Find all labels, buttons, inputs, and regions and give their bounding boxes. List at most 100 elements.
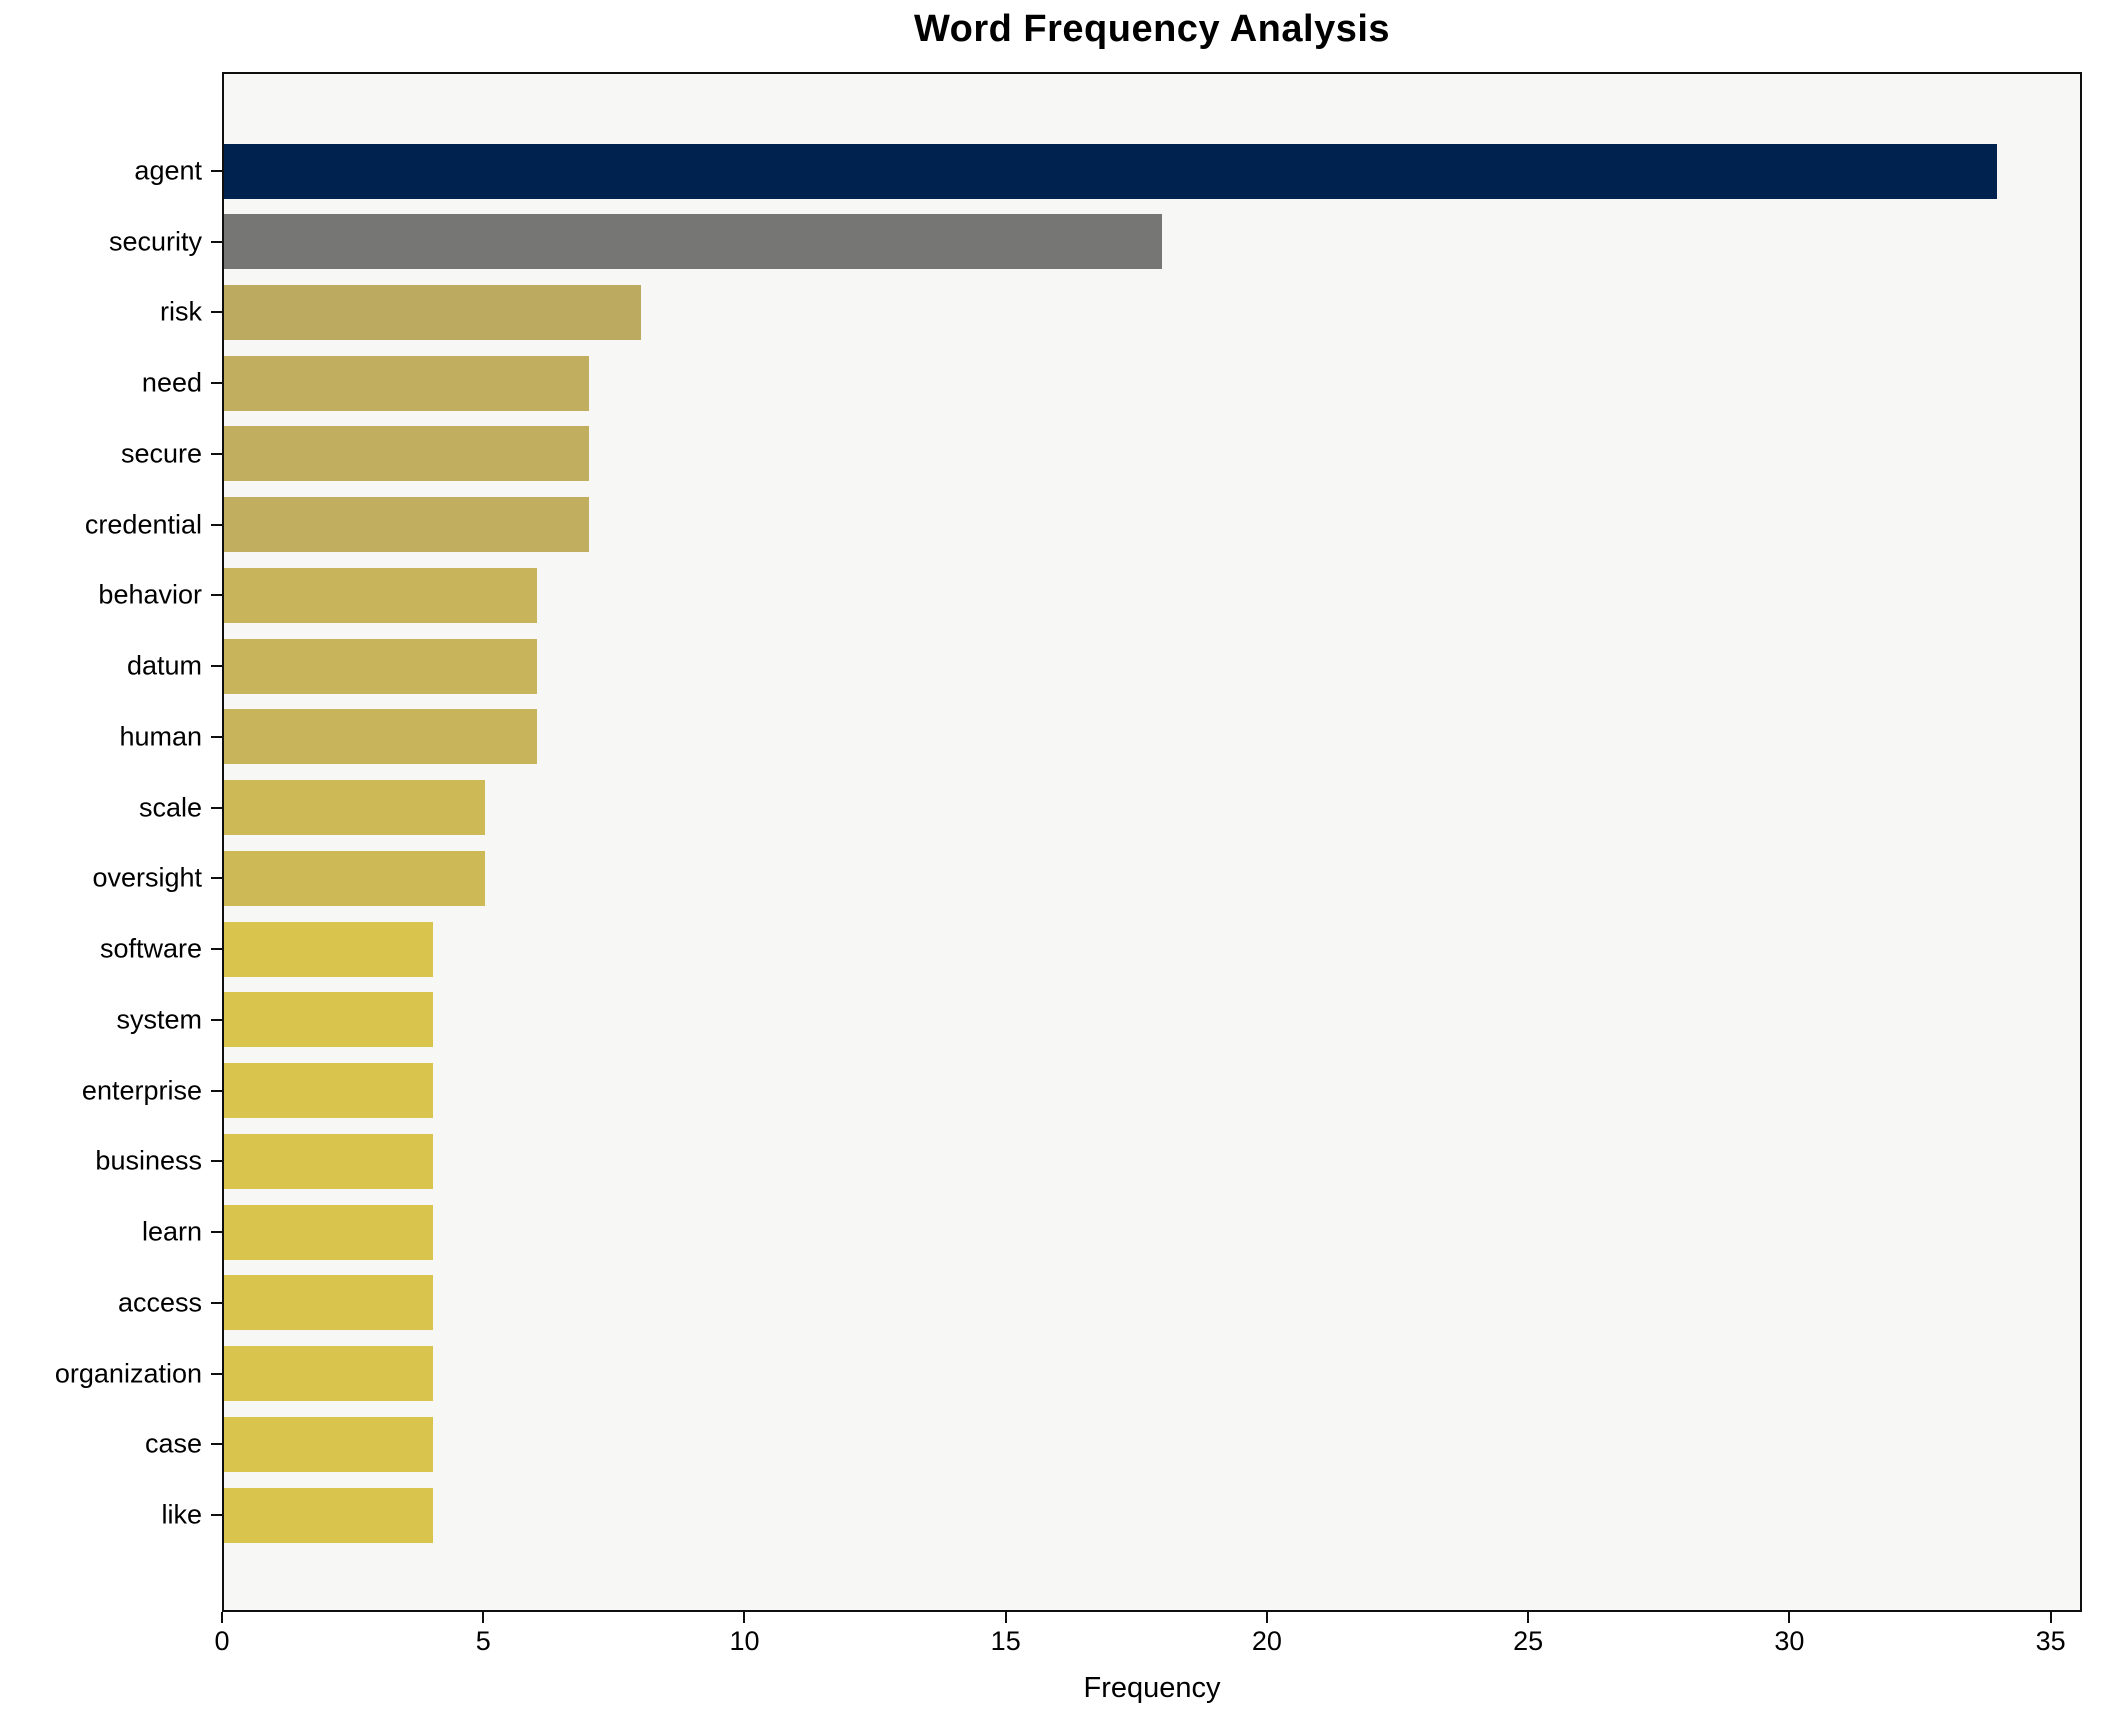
- bar-enterprise: [224, 1063, 433, 1119]
- y-tick-label: organization: [54, 1358, 202, 1389]
- bar-need: [224, 355, 589, 411]
- x-tick-mark: [221, 1612, 223, 1623]
- x-tick-label: 0: [214, 1626, 230, 1656]
- bar-row: enterprise: [82, 1063, 2080, 1119]
- x-tick-mark: [743, 1612, 746, 1623]
- bar-row: system: [116, 992, 2080, 1048]
- y-tick-mark: [211, 1160, 222, 1163]
- bar-software: [224, 921, 433, 977]
- bar-scale: [224, 780, 485, 836]
- y-tick-label: secure: [120, 438, 202, 469]
- bar-business: [224, 1133, 433, 1189]
- y-tick-mark: [211, 170, 222, 172]
- bar-row: like: [161, 1487, 2080, 1543]
- bar-row: behavior: [98, 567, 2080, 623]
- bar-row: security: [109, 214, 2080, 270]
- y-tick-label: learn: [141, 1216, 202, 1247]
- bar-system: [224, 992, 433, 1048]
- y-tick-mark: [211, 452, 222, 455]
- bar-credential: [224, 497, 589, 553]
- plot-area: agent security risk need secure credential beh…: [55, 72, 2082, 1612]
- x-tick-label: 25: [1513, 1626, 1544, 1656]
- y-tick-label: like: [161, 1499, 202, 1530]
- x-tick-label: 10: [729, 1626, 760, 1656]
- y-tick-mark: [211, 523, 222, 526]
- bar-row: agent: [134, 143, 2080, 199]
- y-tick-label: agent: [134, 155, 202, 186]
- bar-agent: [224, 143, 1997, 199]
- x-tick-label: 35: [2035, 1626, 2066, 1656]
- x-tick-mark: [1004, 1612, 1007, 1623]
- x-tick-mark: [482, 1612, 485, 1623]
- y-tick-mark: [211, 311, 222, 314]
- x-tick-mark: [1265, 1612, 1268, 1623]
- x-tick-label: 30: [1774, 1626, 1805, 1656]
- bar-row: software: [100, 921, 2080, 977]
- y-tick-mark: [211, 240, 222, 243]
- chart-title: Word Frequency Analysis: [913, 8, 1391, 50]
- y-tick-label: need: [141, 367, 202, 398]
- y-tick-label: credential: [84, 509, 202, 540]
- bar-row: credential: [85, 497, 2080, 553]
- y-tick-label: behavior: [98, 579, 202, 610]
- bar-datum: [224, 638, 537, 694]
- bar-row: oversight: [92, 850, 2080, 906]
- y-tick-mark: [211, 1443, 222, 1446]
- bar-like: [224, 1487, 433, 1543]
- y-tick-mark: [211, 877, 222, 880]
- bar-access: [224, 1275, 433, 1331]
- y-tick-mark: [211, 1089, 222, 1092]
- y-tick-label: security: [108, 226, 202, 257]
- bar-row: access: [118, 1275, 2080, 1331]
- y-tick-label: enterprise: [81, 1075, 202, 1106]
- bar-row: scale: [139, 780, 2080, 836]
- y-tick-mark: [211, 1018, 222, 1021]
- bar-learn: [224, 1204, 433, 1260]
- y-tick-label: software: [99, 933, 202, 964]
- y-tick-mark: [211, 1514, 222, 1517]
- bar-row: datum: [127, 638, 2080, 694]
- y-tick-label: business: [95, 1145, 202, 1176]
- bar-secure: [224, 426, 589, 482]
- bar-row: case: [145, 1416, 2080, 1472]
- y-tick-mark: [211, 735, 222, 738]
- y-tick-mark: [211, 1231, 222, 1234]
- y-tick-mark: [211, 1301, 222, 1304]
- bar-risk: [224, 284, 642, 340]
- y-tick-label: risk: [160, 296, 202, 327]
- bar-row: learn: [142, 1204, 2080, 1260]
- x-tick-label: 5: [475, 1626, 491, 1656]
- y-tick-label: system: [116, 1004, 202, 1035]
- x-tick-mark: [1527, 1612, 1530, 1623]
- y-tick-mark: [211, 1372, 222, 1375]
- x-tick-mark: [2049, 1612, 2052, 1623]
- y-tick-mark: [211, 382, 222, 385]
- bar-behavior: [224, 567, 537, 623]
- y-tick-label: case: [144, 1428, 202, 1459]
- bar-row: business: [95, 1133, 2080, 1189]
- bar-row: risk: [160, 284, 2080, 340]
- y-tick-mark: [211, 806, 222, 809]
- bar-row: organization: [55, 1346, 2080, 1402]
- bar-human: [224, 709, 537, 765]
- y-tick-label: human: [119, 721, 202, 752]
- x-tick-mark: [1788, 1612, 1791, 1623]
- y-tick-mark: [211, 948, 222, 951]
- bar-case: [224, 1416, 433, 1472]
- bar-organization: [224, 1346, 433, 1402]
- y-tick-label: scale: [138, 792, 202, 823]
- x-axis-label: Frequency: [1083, 1672, 1221, 1704]
- bar-row: human: [119, 709, 2080, 765]
- y-tick-mark: [211, 594, 222, 597]
- x-tick-label: 15: [990, 1626, 1021, 1656]
- bar-security: [224, 214, 1163, 270]
- x-tick-label: 20: [1251, 1626, 1282, 1656]
- y-tick-label: oversight: [92, 862, 202, 893]
- y-tick-label: access: [117, 1287, 202, 1318]
- y-tick-label: datum: [126, 650, 202, 681]
- bar-oversight: [224, 850, 485, 906]
- bar-row: secure: [121, 426, 2080, 482]
- y-tick-mark: [211, 665, 222, 668]
- bar-row: need: [142, 355, 2080, 411]
